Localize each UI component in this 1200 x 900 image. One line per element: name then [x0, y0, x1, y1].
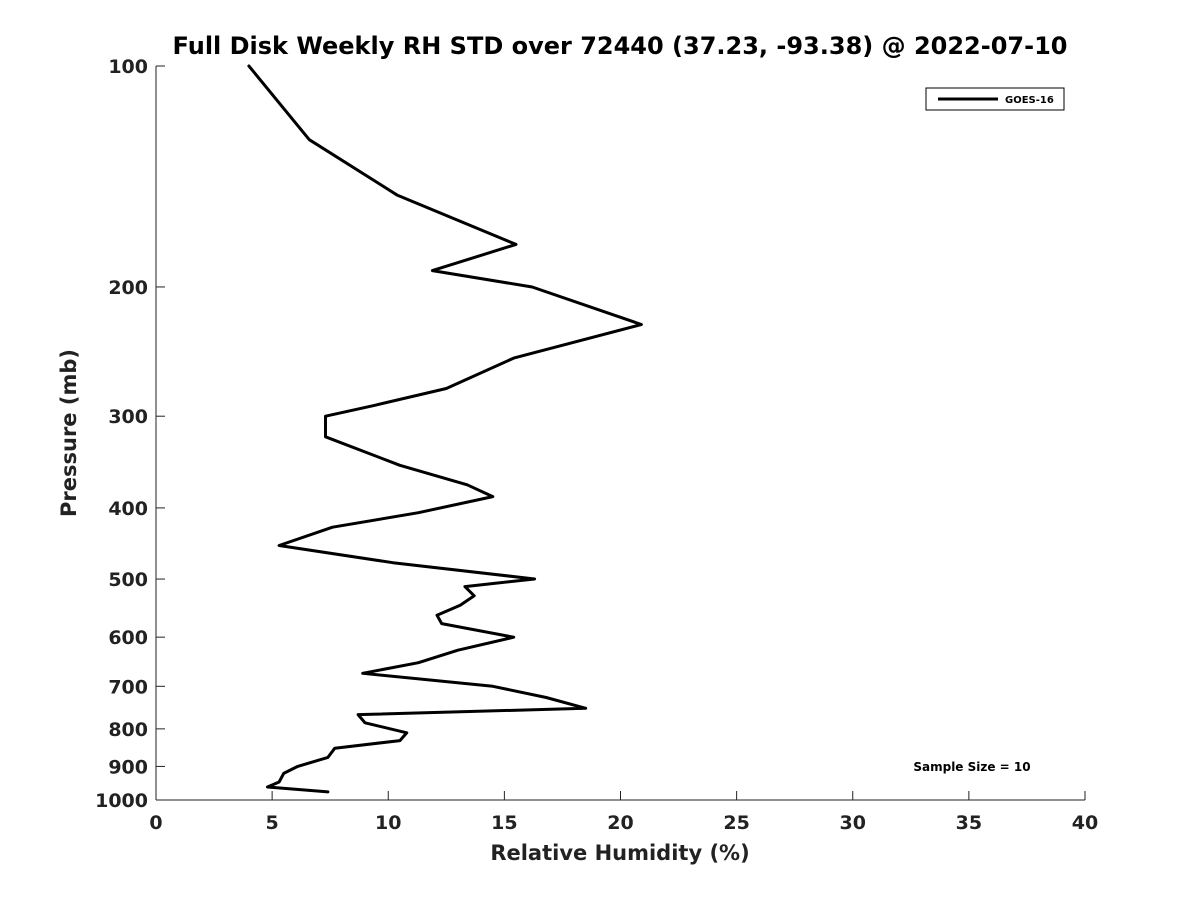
legend: GOES-16 [925, 87, 1065, 111]
y-tick-label: 700 [108, 676, 148, 698]
sample-size-annotation: Sample Size = 10 [913, 760, 1030, 774]
y-tick-label: 600 [108, 627, 148, 649]
series-line-goes-16 [247, 64, 643, 794]
x-tick-label: 5 [266, 812, 279, 834]
x-tick-label: 40 [1072, 812, 1098, 834]
y-tick-label: 300 [108, 406, 148, 428]
series-group [247, 64, 643, 794]
x-tick-label: 25 [723, 812, 749, 834]
y-tick-label: 800 [108, 719, 148, 741]
y-tick-label: 100 [108, 56, 148, 78]
x-tick-label: 0 [149, 812, 162, 834]
axes [155, 66, 1085, 801]
x-axis-ticks: 0 5 10 15 20 25 30 35 40 [149, 791, 1098, 834]
y-tick-label: 900 [108, 756, 148, 778]
chart-title: Full Disk Weekly RH STD over 72440 (37.2… [173, 32, 1068, 60]
x-tick-label: 35 [956, 812, 982, 834]
y-tick-label: 400 [108, 498, 148, 520]
y-axis-ticks: 100 200 300 400 500 600 700 800 900 1000 [95, 56, 165, 812]
x-axis-label: Relative Humidity (%) [490, 841, 749, 865]
x-tick-label: 30 [840, 812, 866, 834]
x-tick-label: 10 [375, 812, 401, 834]
y-axis-label: Pressure (mb) [57, 349, 81, 517]
y-tick-label: 500 [108, 569, 148, 591]
y-tick-label: 200 [108, 277, 148, 299]
x-tick-label: 15 [491, 812, 517, 834]
legend-label: GOES-16 [1005, 95, 1054, 106]
x-tick-label: 20 [607, 812, 633, 834]
y-tick-label: 1000 [95, 790, 148, 812]
